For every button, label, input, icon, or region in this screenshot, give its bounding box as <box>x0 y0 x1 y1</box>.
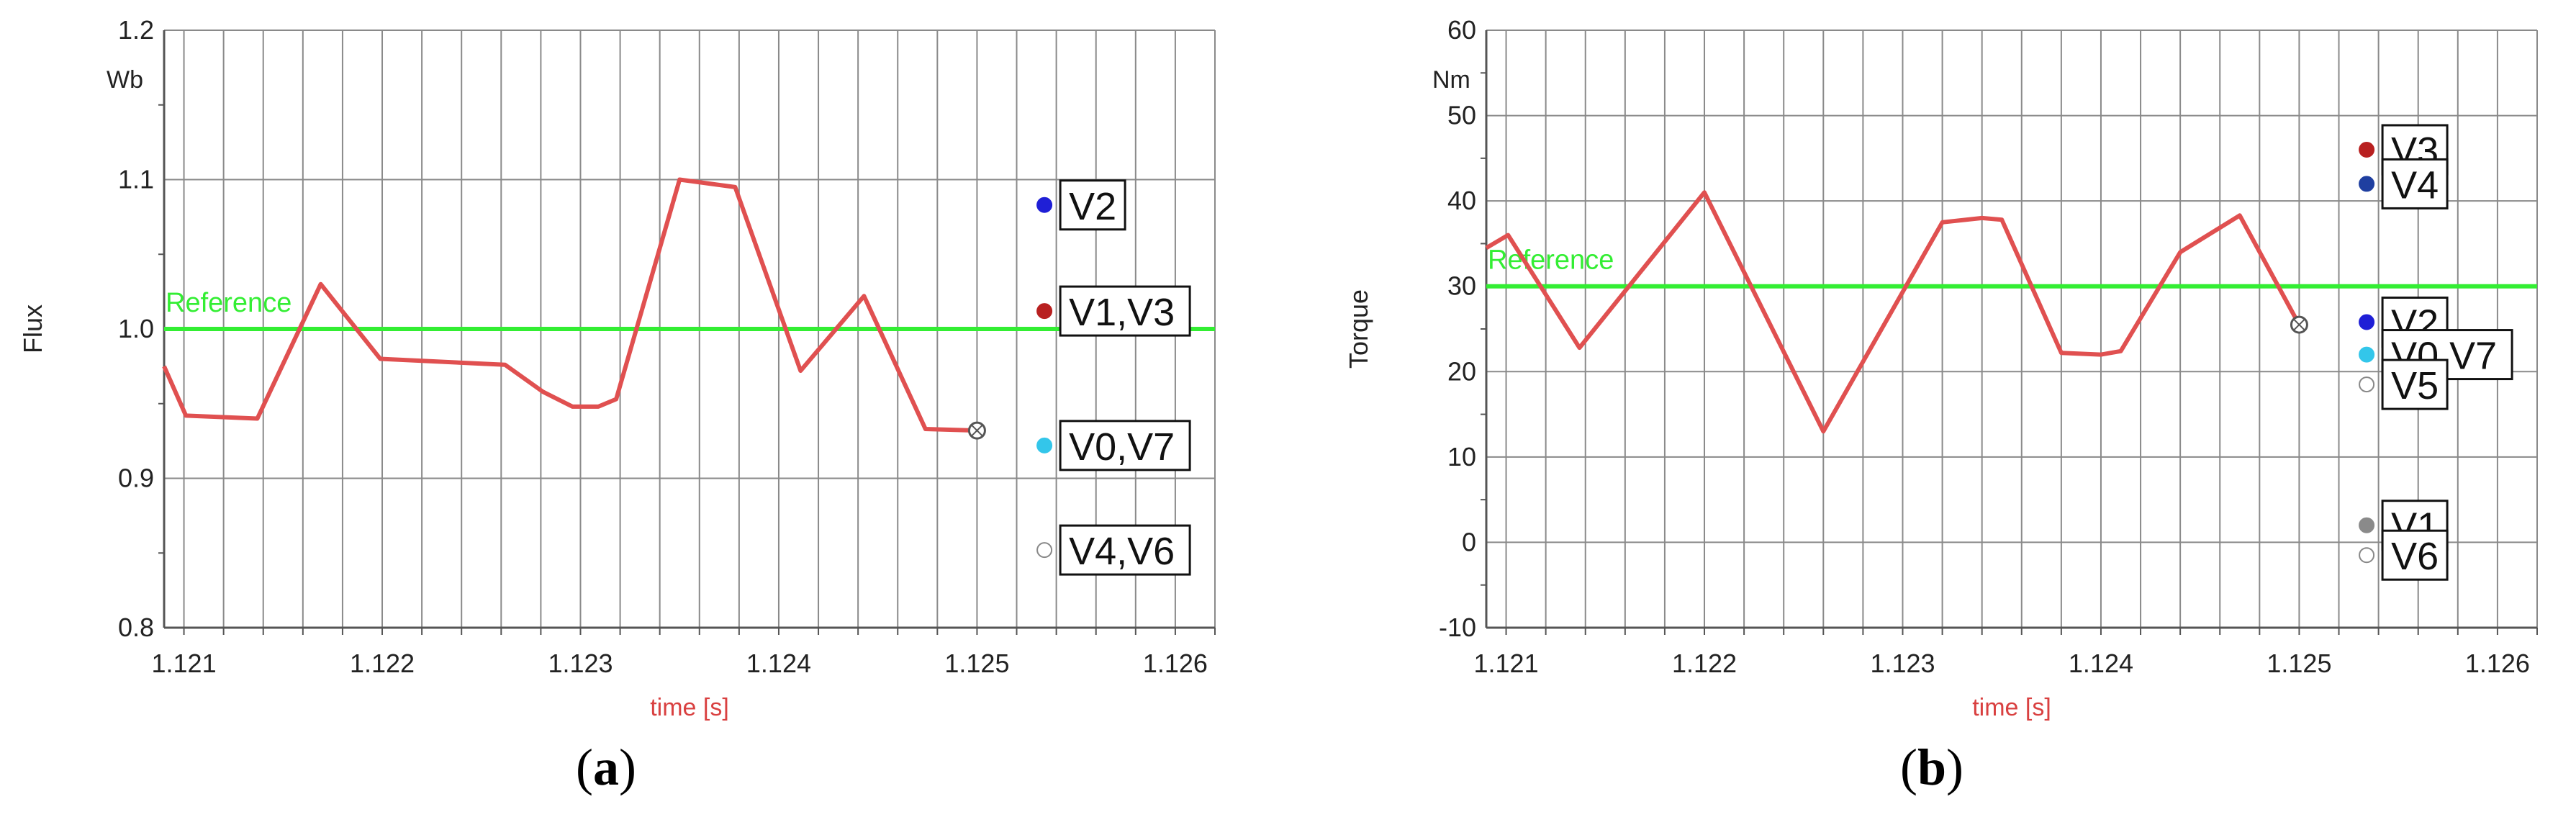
vector-point-v4-v6-label: V4,V6 <box>1069 530 1175 573</box>
vector-point-v0-v7-box <box>1059 420 1191 471</box>
panel-a: 0.8 0.9 1.0 1.1 1.2 1.121 1.122 1.123 1.124 1.125… <box>18 15 1216 721</box>
x-tick-label: 1.126 <box>1143 649 1208 678</box>
vector-point-v2-label: V2 <box>1069 185 1116 228</box>
y-tick-label: 1.0 <box>118 314 154 343</box>
vector-point-v5-label: V5 <box>2391 364 2439 407</box>
end-marker-cross <box>2293 319 2305 330</box>
panel-label-b: (b) <box>1900 739 1964 796</box>
end-marker-cross <box>971 425 983 436</box>
x-tick-label: 1.126 <box>2465 649 2530 678</box>
y-tick-label: 1.1 <box>118 165 154 194</box>
x-tick-label: 1.125 <box>944 649 1009 678</box>
x-tick-label: 1.122 <box>1672 649 1737 678</box>
y-tick-label: 20 <box>1447 356 1476 386</box>
vector-point-v1 <box>2359 517 2375 533</box>
vector-point-v4-v6 <box>1036 542 1053 559</box>
grid <box>1486 30 2538 628</box>
x-tick-label: 1.121 <box>152 649 217 678</box>
vector-point-v4-box <box>2381 158 2449 209</box>
vector-point-v0-v7-label: V0,V7 <box>1069 425 1175 469</box>
y-tick-label: 0.8 <box>118 613 154 642</box>
y-axis-title: Torque <box>1344 289 1373 369</box>
vector-point-v4 <box>2359 176 2375 192</box>
signal-line <box>1485 190 2302 434</box>
vector-point-v0-v7 <box>2359 346 2375 363</box>
y-tick-label: 40 <box>1447 186 1476 215</box>
x-tick-label: 1.122 <box>350 649 415 678</box>
reference-label: Reference <box>166 288 292 318</box>
y-tick-label: 0.9 <box>118 464 154 493</box>
x-tick-label: 1.121 <box>1474 649 1539 678</box>
vector-point-v5 <box>2359 376 2375 393</box>
y-tick-label: 1.2 <box>118 15 154 45</box>
vector-point-v6 <box>2359 547 2375 564</box>
y-tick-label: 50 <box>1447 101 1476 130</box>
vector-point-v1-v3-label: V1,V3 <box>1069 291 1175 334</box>
y-tick-label: -10 <box>1439 613 1476 642</box>
reference-label: Reference <box>1488 245 1614 276</box>
x-tick-label: 1.123 <box>548 649 613 678</box>
y-tick-label: 30 <box>1447 271 1476 301</box>
y-axis-title: Flux <box>18 304 48 353</box>
x-tick-label: 1.125 <box>2267 649 2331 678</box>
vector-point-v2-box <box>1059 179 1126 231</box>
vector-point-v6-label: V6 <box>2391 535 2439 578</box>
y-tick-label: 10 <box>1447 442 1476 471</box>
vector-point-v3 <box>2359 142 2375 158</box>
y-axis-unit: Wb <box>107 66 143 94</box>
vector-point-v2 <box>1036 197 1053 213</box>
y-axis-unit: Nm <box>1432 66 1470 94</box>
vector-point-v1-v3-box <box>1059 285 1191 337</box>
vector-point-v0-v7 <box>1036 437 1053 453</box>
vector-point-v2 <box>2359 314 2375 330</box>
y-tick-label: 0 <box>1462 527 1476 556</box>
x-tick-label: 1.124 <box>2069 649 2133 678</box>
vector-point-v4-label: V4 <box>2391 163 2439 207</box>
x-axis-title: time [s] <box>1972 694 2051 721</box>
x-axis-title: time [s] <box>650 694 729 721</box>
vector-point-v4-v6-box <box>1059 524 1191 576</box>
vector-point-v1-v3 <box>1036 303 1053 320</box>
x-tick-label: 1.124 <box>746 649 811 678</box>
panel-label-a: (a) <box>576 739 636 796</box>
y-tick-label: 60 <box>1447 15 1476 45</box>
panel-b: -10 0 10 20 30 40 50 60 1.121 1.122 1.123 1.124 1.12… <box>1344 15 2538 721</box>
vector-point-v6-box <box>2381 529 2449 581</box>
x-tick-label: 1.123 <box>1870 649 1935 678</box>
vector-point-v5-box <box>2381 358 2449 410</box>
signal-line <box>162 177 977 433</box>
